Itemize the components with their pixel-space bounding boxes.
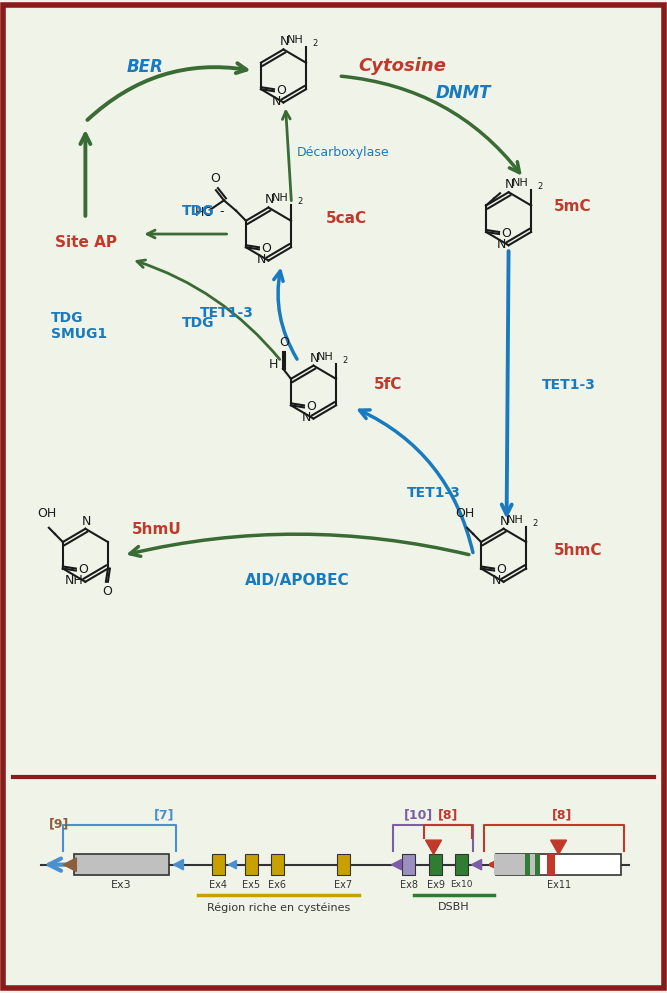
Text: TDG: TDG bbox=[182, 204, 215, 217]
Text: Ex5: Ex5 bbox=[242, 880, 261, 890]
Text: TET1-3: TET1-3 bbox=[199, 306, 253, 320]
Text: [8]: [8] bbox=[552, 808, 572, 821]
Text: TDG: TDG bbox=[51, 311, 84, 325]
Text: Site AP: Site AP bbox=[55, 234, 117, 249]
Text: 2: 2 bbox=[537, 182, 542, 192]
Text: N: N bbox=[309, 352, 319, 364]
Text: Ex9: Ex9 bbox=[427, 880, 444, 890]
Text: 2: 2 bbox=[297, 198, 302, 207]
Text: TET1-3: TET1-3 bbox=[407, 486, 460, 500]
Text: N: N bbox=[500, 514, 510, 527]
Text: TET1-3: TET1-3 bbox=[542, 378, 596, 392]
Text: [9]: [9] bbox=[49, 817, 69, 831]
Bar bbox=[212, 854, 225, 875]
Bar bbox=[525, 854, 530, 875]
Text: O: O bbox=[306, 400, 316, 413]
Text: 2: 2 bbox=[312, 40, 317, 49]
Polygon shape bbox=[63, 858, 76, 872]
Polygon shape bbox=[228, 861, 236, 869]
Text: Ex3: Ex3 bbox=[111, 880, 131, 890]
Text: -: - bbox=[219, 206, 224, 218]
Bar bbox=[337, 854, 350, 875]
Text: Ex10: Ex10 bbox=[450, 880, 473, 889]
Text: Ex4: Ex4 bbox=[209, 880, 227, 890]
Text: Décarboxylase: Décarboxylase bbox=[296, 146, 389, 159]
Bar bbox=[455, 854, 468, 875]
Bar bbox=[535, 854, 540, 875]
Text: N: N bbox=[302, 411, 311, 424]
Text: O: O bbox=[279, 337, 289, 350]
Polygon shape bbox=[173, 860, 183, 870]
Polygon shape bbox=[472, 860, 482, 870]
Bar bbox=[271, 854, 284, 875]
Text: HO: HO bbox=[194, 207, 213, 219]
Text: NH: NH bbox=[272, 194, 289, 204]
Text: 5fC: 5fC bbox=[374, 377, 402, 392]
Text: 5hmU: 5hmU bbox=[131, 522, 181, 537]
Bar bbox=[74, 854, 169, 875]
Text: N: N bbox=[492, 574, 502, 587]
Text: NH: NH bbox=[65, 574, 83, 587]
Text: Ex6: Ex6 bbox=[269, 880, 286, 890]
Text: Ex11: Ex11 bbox=[546, 880, 571, 890]
Bar bbox=[546, 854, 555, 875]
Text: BER: BER bbox=[127, 58, 164, 75]
Text: O: O bbox=[261, 242, 271, 255]
Text: TDG: TDG bbox=[182, 316, 215, 330]
Bar bbox=[429, 854, 442, 875]
Text: 5hmC: 5hmC bbox=[554, 543, 602, 558]
Bar bbox=[496, 854, 621, 875]
Text: O: O bbox=[210, 172, 220, 185]
Text: N: N bbox=[272, 95, 281, 108]
Bar bbox=[245, 854, 258, 875]
Text: DNMT: DNMT bbox=[436, 84, 492, 102]
Text: [8]: [8] bbox=[438, 808, 459, 821]
Text: Cytosine: Cytosine bbox=[358, 57, 446, 74]
Polygon shape bbox=[392, 860, 402, 870]
Text: SMUG1: SMUG1 bbox=[51, 327, 107, 341]
Text: [10]: [10] bbox=[404, 808, 433, 821]
Text: O: O bbox=[501, 226, 511, 239]
Text: N: N bbox=[505, 178, 514, 192]
Text: N: N bbox=[257, 253, 266, 266]
Polygon shape bbox=[551, 840, 566, 854]
Text: H: H bbox=[268, 358, 277, 371]
Text: 2: 2 bbox=[532, 518, 538, 527]
Text: OH: OH bbox=[456, 506, 475, 519]
Text: 5caC: 5caC bbox=[325, 212, 367, 226]
Polygon shape bbox=[426, 840, 442, 854]
Text: OH: OH bbox=[37, 506, 57, 519]
Text: Ex7: Ex7 bbox=[334, 880, 353, 890]
Text: 5mC: 5mC bbox=[554, 199, 591, 213]
Text: O: O bbox=[102, 585, 112, 598]
Text: N: N bbox=[81, 514, 91, 527]
Text: Ex8: Ex8 bbox=[400, 880, 418, 890]
Text: NH: NH bbox=[317, 352, 334, 361]
Text: 2: 2 bbox=[342, 355, 348, 364]
Text: N: N bbox=[279, 36, 289, 49]
Text: NH: NH bbox=[287, 36, 304, 46]
Text: O: O bbox=[276, 83, 286, 96]
Text: N: N bbox=[265, 194, 274, 207]
Bar bbox=[494, 854, 538, 875]
Text: Région riche en cystéines: Région riche en cystéines bbox=[207, 903, 350, 913]
Text: O: O bbox=[78, 563, 88, 576]
Text: [7]: [7] bbox=[153, 808, 174, 821]
Text: O: O bbox=[496, 563, 506, 576]
Text: N: N bbox=[497, 237, 506, 250]
Text: DSBH: DSBH bbox=[438, 903, 470, 913]
Bar bbox=[402, 854, 415, 875]
Text: NH: NH bbox=[512, 178, 529, 188]
Text: AID/APOBEC: AID/APOBEC bbox=[245, 573, 350, 588]
Text: NH: NH bbox=[508, 514, 524, 524]
